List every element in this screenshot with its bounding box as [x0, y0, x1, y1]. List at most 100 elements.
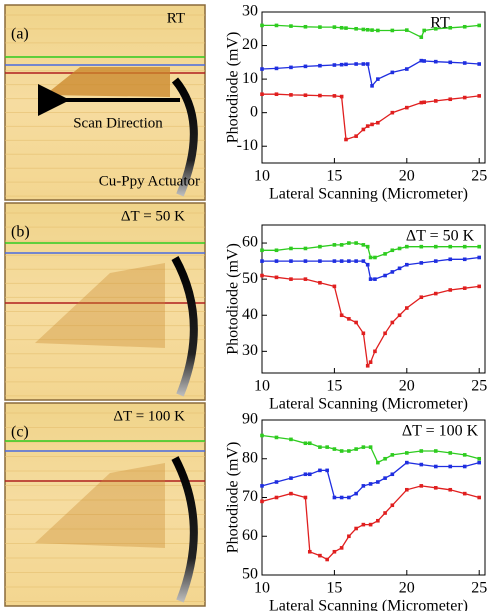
- data-point: [347, 317, 351, 321]
- data-point: [448, 257, 453, 262]
- x-tick-label: 10: [254, 168, 270, 185]
- data-point: [318, 280, 322, 285]
- data-point: [332, 63, 337, 67]
- data-point: [274, 275, 279, 280]
- data-point: [383, 331, 387, 336]
- data-point: [347, 495, 351, 500]
- data-point: [397, 246, 402, 251]
- data-point: [361, 62, 366, 66]
- chart-title: ΔT = 50 K: [406, 228, 475, 245]
- data-point: [433, 244, 438, 249]
- data-point: [462, 24, 467, 29]
- arrow-text: Scan Direction: [73, 115, 163, 131]
- data-point: [365, 27, 370, 32]
- data-point: [347, 241, 351, 245]
- data-point: [368, 445, 373, 449]
- x-axis-label: Lateral Scanning (Micrometer): [269, 186, 468, 203]
- data-point: [373, 349, 377, 354]
- x-tick-label: 15: [326, 378, 342, 395]
- data-point: [462, 286, 467, 290]
- data-point: [303, 472, 308, 477]
- actuator-shadow: [45, 67, 170, 97]
- y-tick-label: 60: [242, 234, 258, 251]
- data-point: [274, 248, 279, 253]
- data-point: [448, 25, 453, 30]
- series-line: [262, 256, 480, 280]
- data-point: [397, 266, 402, 271]
- data-point: [354, 241, 358, 245]
- y-axis-label: Photodiode (mV): [225, 243, 242, 355]
- x-tick-label: 15: [326, 168, 342, 185]
- data-point: [383, 511, 387, 515]
- data-point: [477, 94, 482, 98]
- data-point: [325, 557, 329, 562]
- panel-label: (c): [11, 424, 29, 441]
- y-tick-label: 60: [242, 527, 258, 544]
- data-point: [433, 259, 438, 263]
- data-point: [419, 449, 424, 453]
- data-point: [318, 93, 322, 98]
- data-point: [462, 464, 467, 469]
- data-point: [419, 244, 424, 249]
- data-point: [260, 484, 264, 488]
- data-point: [361, 484, 366, 488]
- data-point: [390, 472, 395, 477]
- data-point: [462, 61, 467, 65]
- data-point: [390, 270, 395, 274]
- data-point: [289, 65, 293, 70]
- data-point: [339, 25, 344, 30]
- data-point: [390, 28, 395, 33]
- data-point: [332, 284, 337, 289]
- y-tick-label: 50: [242, 566, 258, 583]
- x-tick-label: 20: [399, 580, 415, 597]
- data-point: [339, 243, 344, 247]
- data-point: [274, 435, 279, 440]
- data-point: [339, 313, 344, 318]
- data-point: [448, 244, 453, 249]
- data-point: [448, 97, 453, 102]
- data-point: [289, 24, 293, 28]
- data-point: [303, 495, 308, 500]
- data-point: [339, 62, 344, 67]
- data-point: [419, 295, 424, 299]
- data-point: [448, 451, 453, 455]
- series-line: [261, 274, 480, 368]
- data-point: [361, 331, 366, 336]
- plot-frame: [261, 11, 486, 164]
- data-point: [376, 120, 380, 125]
- y-tick-label: 30: [242, 3, 258, 20]
- data-point: [303, 441, 308, 446]
- x-tick-label: 20: [399, 378, 415, 395]
- x-tick-label: 25: [471, 378, 487, 395]
- data-point: [274, 23, 279, 28]
- data-point: [390, 320, 395, 325]
- data-point: [361, 243, 366, 247]
- data-point: [361, 522, 366, 527]
- panel-condition: RT: [167, 10, 185, 26]
- data-point: [462, 453, 467, 457]
- image-panel: [4, 202, 206, 401]
- data-point: [303, 64, 308, 69]
- y-tick-label: 70: [242, 488, 258, 505]
- y-tick-label: 10: [242, 70, 258, 87]
- data-point: [318, 63, 322, 68]
- data-point: [303, 24, 308, 29]
- y-tick-label: -10: [237, 137, 258, 154]
- data-point: [368, 482, 373, 486]
- actuator-arc: [171, 77, 198, 197]
- data-point: [260, 248, 264, 253]
- data-point: [390, 110, 395, 115]
- x-axis-label: Lateral Scanning (Micrometer): [269, 598, 468, 611]
- y-tick-label: 20: [242, 36, 258, 53]
- data-point: [332, 447, 337, 451]
- data-point: [433, 464, 438, 469]
- data-point: [318, 259, 322, 263]
- data-point: [347, 449, 351, 453]
- data-point: [365, 262, 370, 267]
- data-point: [422, 59, 426, 63]
- series-line: [261, 461, 480, 499]
- image-panel: [4, 4, 206, 201]
- data-point: [354, 26, 358, 31]
- y-tick-label: 90: [242, 411, 258, 428]
- actuator-shadow: [35, 463, 165, 548]
